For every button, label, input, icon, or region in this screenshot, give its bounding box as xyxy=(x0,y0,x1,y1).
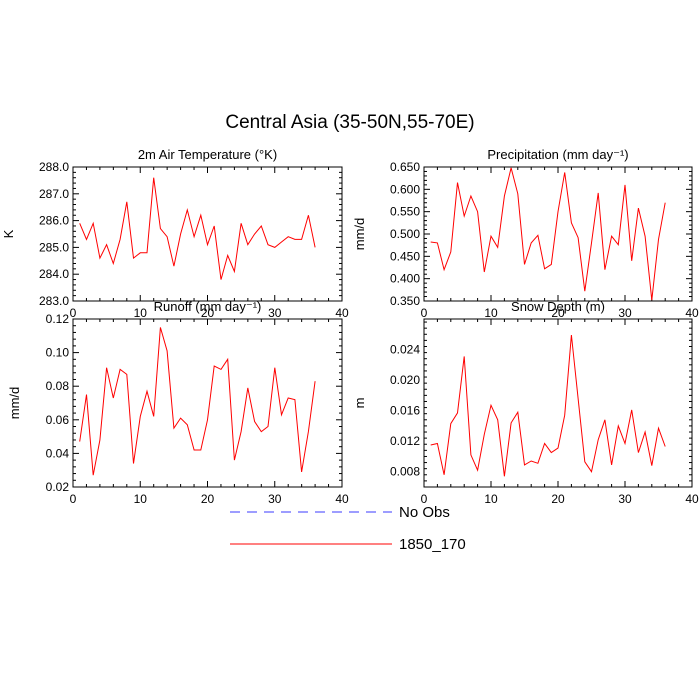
y-tick-label: 286.0 xyxy=(39,214,69,228)
plot-frame xyxy=(423,318,693,488)
y-tick-label: 0.06 xyxy=(46,413,70,427)
legend-label: 1850_170 xyxy=(399,536,466,553)
y-axis-label: mm/d xyxy=(352,218,367,251)
x-tick-label: 40 xyxy=(685,306,699,320)
series-line xyxy=(430,167,666,301)
x-tick-label: 0 xyxy=(421,306,428,320)
series-line xyxy=(79,327,316,476)
x-tick-label: 10 xyxy=(484,306,498,320)
panel-title: 2m Air Temperature (°K) xyxy=(138,147,277,162)
panel-title: Snow Depth (m) xyxy=(511,299,605,314)
y-tick-label: 0.350 xyxy=(390,294,420,308)
y-tick-label: 0.400 xyxy=(390,272,420,286)
x-tick-label: 40 xyxy=(335,306,349,320)
x-tick-label: 40 xyxy=(685,492,699,506)
y-tick-label: 0.08 xyxy=(46,379,70,393)
panel-1: 0 10 20 30 40 283.0 284.0 285.0 286.0 287.0 288.0 K… xyxy=(1,147,349,320)
x-tick-label: 40 xyxy=(335,492,349,506)
y-tick-label: 0.016 xyxy=(390,404,420,418)
panel-2: 0 10 20 30 40 0.350 0.400 0.450 0.500 0.550 0.600 0… xyxy=(352,147,699,320)
y-tick-label: 0.550 xyxy=(390,205,420,219)
y-tick-label: 0.008 xyxy=(390,465,420,479)
x-tick-label: 20 xyxy=(551,492,565,506)
y-axis-label: mm/d xyxy=(7,387,22,420)
x-tick-label: 10 xyxy=(134,306,148,320)
plot-frame xyxy=(72,166,343,302)
y-tick-label: 0.024 xyxy=(390,343,420,357)
y-tick-label: 288.0 xyxy=(39,160,69,174)
y-axis-label: m xyxy=(352,398,367,409)
y-tick-label: 283.0 xyxy=(39,294,69,308)
y-tick-label: 0.020 xyxy=(390,373,420,387)
x-tick-label: 0 xyxy=(70,492,77,506)
figure-title: Central Asia (35-50N,55-70E) xyxy=(225,112,475,133)
y-tick-label: 0.500 xyxy=(390,227,420,241)
x-tick-label: 0 xyxy=(70,306,77,320)
y-tick-label: 0.012 xyxy=(390,434,420,448)
x-tick-label: 30 xyxy=(618,492,632,506)
y-tick-label: 0.02 xyxy=(46,480,70,494)
panel-title: Precipitation (mm day⁻¹) xyxy=(487,147,628,162)
x-tick-label: 30 xyxy=(268,492,282,506)
x-tick-label: 0 xyxy=(421,492,428,506)
legend-label: No Obs xyxy=(399,504,450,521)
x-tick-label: 10 xyxy=(134,492,148,506)
series-line xyxy=(430,334,666,477)
panel-4: 0 10 20 30 40 0.008 0.012 0.016 0.020 0.024 m Snow … xyxy=(352,299,699,506)
y-tick-label: 0.10 xyxy=(46,346,70,360)
y-tick-label: 287.0 xyxy=(39,187,69,201)
legend: No Obs 1850_170 xyxy=(230,504,466,553)
x-tick-label: 20 xyxy=(551,306,565,320)
y-tick-label: 0.04 xyxy=(46,446,70,460)
y-tick-label: 0.450 xyxy=(390,249,420,263)
x-tick-label: 20 xyxy=(201,306,215,320)
y-tick-label: 0.650 xyxy=(390,160,420,174)
plot-frame xyxy=(72,318,343,488)
y-tick-label: 0.600 xyxy=(390,182,420,196)
panel-title: Runoff (mm day⁻¹) xyxy=(154,299,262,314)
x-tick-label: 30 xyxy=(618,306,632,320)
panel-3: 0 10 20 30 40 0.02 0.04 0.06 0.08 0.10 0.12 mm/d Run… xyxy=(7,299,349,506)
x-tick-label: 30 xyxy=(268,306,282,320)
y-axis-label: K xyxy=(1,229,16,238)
x-tick-label: 10 xyxy=(484,492,498,506)
series-line xyxy=(79,177,316,280)
plot-frame xyxy=(423,166,693,302)
y-tick-label: 285.0 xyxy=(39,240,69,254)
y-tick-label: 0.12 xyxy=(46,312,70,326)
x-tick-label: 20 xyxy=(201,492,215,506)
y-tick-label: 284.0 xyxy=(39,267,69,281)
